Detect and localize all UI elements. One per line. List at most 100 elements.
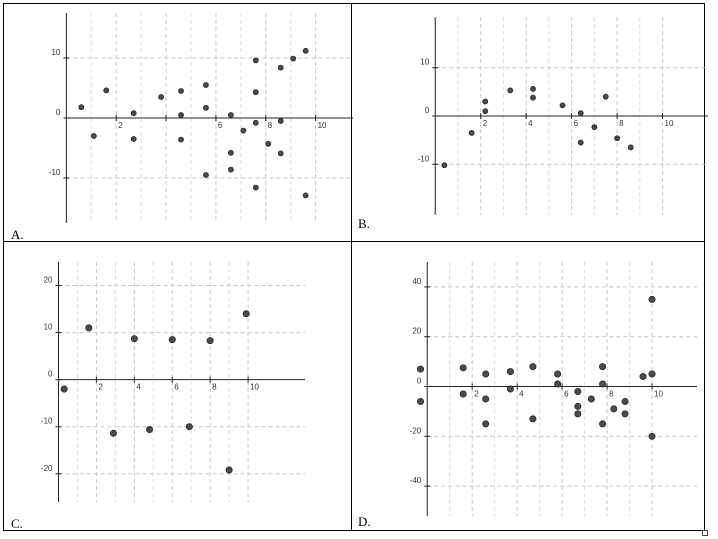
- scatter-point: [506, 368, 514, 376]
- scatter-point: [178, 112, 184, 118]
- table-resize-handle[interactable]: [702, 530, 708, 536]
- scatter-point: [416, 365, 424, 373]
- scatter-point: [416, 397, 424, 405]
- scatter-point: [109, 429, 117, 437]
- scatter-point: [185, 423, 193, 431]
- scatter-point: [529, 363, 537, 371]
- scatter-point: [302, 192, 309, 199]
- scatter-point: [648, 295, 656, 303]
- scatter-point: [530, 94, 536, 101]
- y-tick-label: 0: [425, 106, 430, 115]
- scatter-point: [587, 395, 595, 403]
- scatter-point: [60, 385, 68, 393]
- y-tick-label: -40: [410, 476, 422, 485]
- x-tick-label: 6: [174, 383, 179, 392]
- panel-label-b: B.: [358, 216, 370, 231]
- scatter-point: [290, 55, 297, 62]
- table-border-middle: [3, 241, 705, 242]
- scatter-point: [227, 149, 234, 156]
- scatter-point: [506, 385, 514, 393]
- scatter-point: [227, 166, 234, 173]
- scatter-point: [482, 395, 490, 403]
- x-tick-label: 4: [136, 383, 141, 392]
- table-border-right: [704, 3, 705, 531]
- y-tick-label: -10: [49, 168, 61, 177]
- scatter-point: [130, 110, 137, 117]
- scatter-point: [482, 98, 489, 105]
- scatter-point: [459, 390, 467, 398]
- scatter-point: [90, 133, 97, 139]
- scatter-point: [225, 466, 233, 474]
- scatter-point: [203, 104, 209, 111]
- answer-grid-table: 10 0 -10 2 6 8 10 A. 10 0 -10 2 4 6 8 10 B. 20 10 0 -10-…: [3, 3, 708, 531]
- x-tick-label: 4: [528, 119, 533, 128]
- scatter-point: [482, 370, 490, 378]
- scatter-point: [130, 136, 137, 142]
- scatter-point: [482, 108, 489, 115]
- scatter-point: [648, 432, 656, 440]
- scatter-point: [599, 380, 607, 388]
- y-tick-label: 10: [44, 323, 53, 332]
- scatter-point: [277, 64, 284, 71]
- scatter-point: [602, 93, 609, 100]
- scatter-point: [252, 57, 259, 64]
- y-tick-label: -20: [41, 464, 53, 473]
- scatter-point: [158, 94, 164, 100]
- scatter-point: [574, 402, 582, 410]
- scatter-panel-d: 40 20 0 -20 -40 2 4 6 8 10 D.: [352, 242, 704, 530]
- scatter-point: [203, 172, 209, 178]
- scatter-point: [610, 405, 618, 413]
- x-tick-label: 8: [609, 390, 614, 399]
- scatter-point: [146, 426, 154, 434]
- scatter-point: [302, 47, 309, 54]
- panel-label-a: A.: [11, 227, 24, 242]
- scatter-point: [574, 410, 582, 418]
- scatter-point: [621, 410, 629, 418]
- y-tick-label: -20: [410, 426, 422, 435]
- y-tick-label: -10: [41, 417, 53, 426]
- scatter-point: [85, 324, 93, 332]
- scatter-point: [441, 162, 448, 169]
- scatter-point: [103, 87, 110, 94]
- scatter-point: [468, 130, 475, 136]
- scatter-point: [252, 184, 259, 191]
- scatter-point: [627, 144, 634, 151]
- scatter-point: [277, 118, 284, 124]
- scatter-point: [639, 373, 647, 381]
- x-tick-label: 2: [483, 119, 488, 128]
- scatter-point: [265, 140, 272, 147]
- scatter-panel-a: 10 0 -10 2 6 8 10 A.: [3, 3, 353, 242]
- panel-label-d: D.: [358, 514, 371, 529]
- y-tick-label: 0: [56, 108, 61, 117]
- scatter-point: [178, 88, 184, 94]
- x-tick-label: 10: [665, 119, 674, 128]
- x-tick-label: 8: [268, 121, 273, 130]
- scatter-plot-a: 10 0 -10 2 6 8 10: [49, 13, 353, 223]
- table-border-top: [3, 3, 705, 4]
- scatter-point: [507, 87, 514, 94]
- x-tick-label: 8: [212, 383, 217, 392]
- scatter-point: [554, 370, 562, 378]
- x-tick-label: 6: [564, 390, 569, 399]
- scatter-point: [530, 86, 536, 92]
- x-tick-label: 8: [619, 119, 624, 128]
- scatter-point: [459, 364, 467, 372]
- scatter-point: [252, 89, 259, 96]
- y-tick-label: 0: [417, 377, 422, 386]
- scatter-point: [203, 82, 209, 88]
- scatter-point: [130, 335, 138, 343]
- scatter-point: [577, 139, 584, 146]
- x-tick-label: 6: [574, 119, 579, 128]
- scatter-plot-d: 40 20 0 -20 -40 2 4 6 8 10: [410, 262, 697, 516]
- x-tick-label: 2: [474, 390, 479, 399]
- x-tick-label: 6: [218, 121, 223, 130]
- scatter-plot-c: 20 10 0 -10 -20 2 4 6 8 10: [41, 262, 305, 502]
- scatter-point: [614, 135, 620, 142]
- y-tick-label: 40: [412, 277, 421, 286]
- panel-label-c: C.: [11, 516, 23, 531]
- x-tick-label: 10: [250, 383, 259, 392]
- scatter-point: [277, 150, 284, 157]
- scatter-point: [574, 387, 582, 395]
- scatter-point: [529, 415, 537, 423]
- x-tick-label: 10: [654, 390, 663, 399]
